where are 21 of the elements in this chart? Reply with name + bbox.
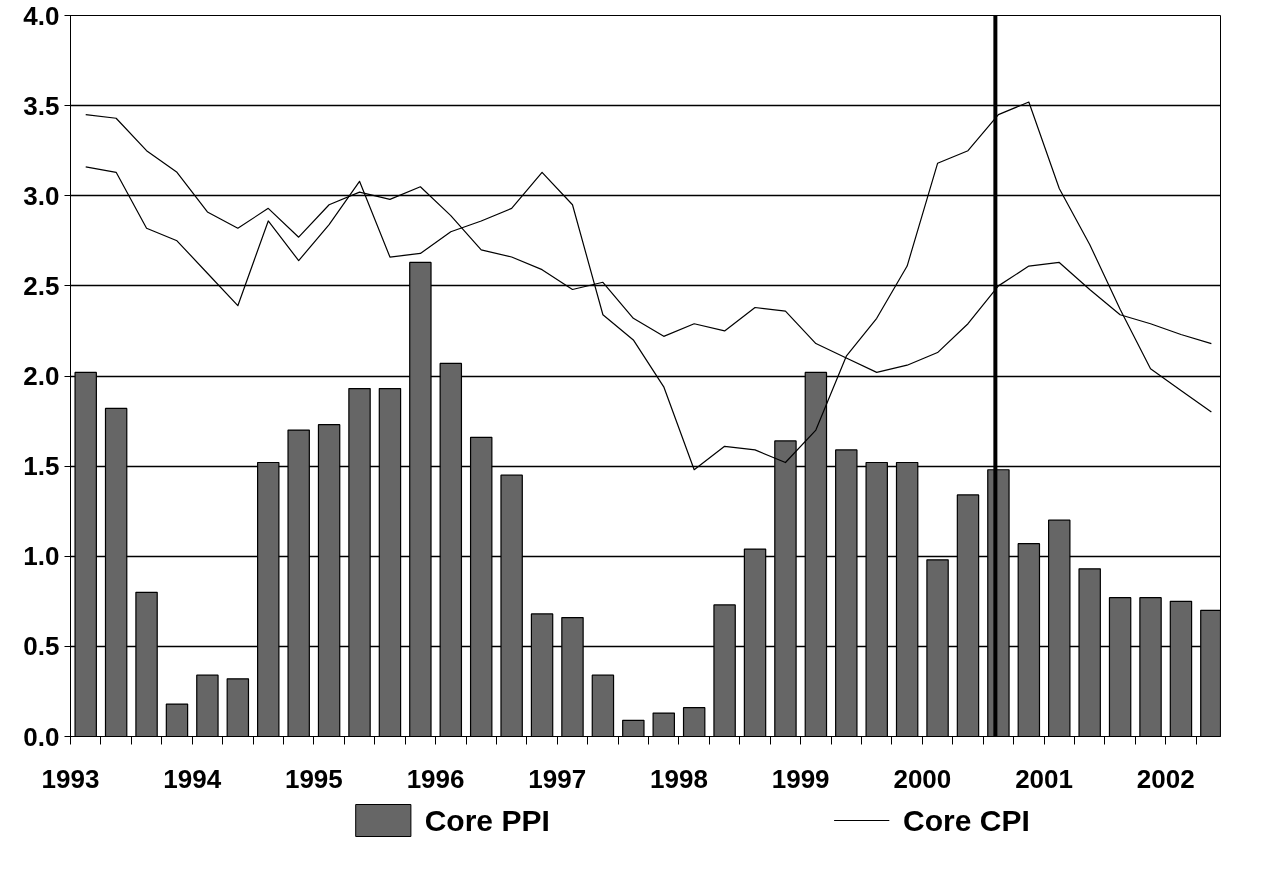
y-tick-label: 1.0 <box>23 541 60 572</box>
y-tick-label: 0.5 <box>23 631 60 662</box>
y-tick-label: 2.0 <box>23 361 60 391</box>
y-tick-label: 3.5 <box>23 90 60 121</box>
legend-label: Core CPI <box>903 804 1030 837</box>
x-tick-label: 1995 <box>284 763 343 794</box>
legend-label: Core PPI <box>424 804 550 837</box>
x-tick-label: 1997 <box>528 763 587 794</box>
x-tick-label: 1998 <box>650 763 708 794</box>
x-tick-label: 1996 <box>406 763 465 794</box>
x-tick-label: 2002 <box>1136 763 1195 794</box>
y-tick-label: 0.0 <box>23 721 60 752</box>
y-tick-label: 2.5 <box>23 270 60 301</box>
y-tick-label: 3.0 <box>23 180 60 211</box>
x-tick-label: 2001 <box>1015 763 1073 794</box>
y-tick-label: 4.0 <box>23 0 60 31</box>
x-tick-label: 1999 <box>771 763 830 794</box>
y-tick-label: 1.5 <box>23 451 60 482</box>
x-tick-label: 1994 <box>163 763 222 794</box>
x-tick-label: 2000 <box>893 763 952 794</box>
x-tick-label: 1993 <box>41 763 100 794</box>
